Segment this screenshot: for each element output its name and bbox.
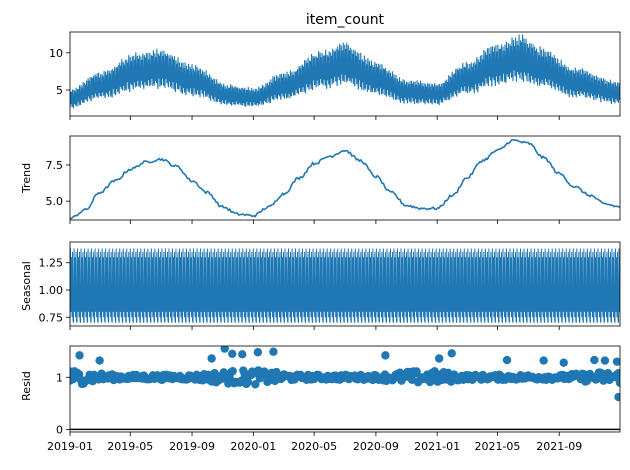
axes-frame: [69, 345, 621, 433]
plot-area: [70, 248, 620, 323]
resid-point: [412, 367, 421, 376]
seasonal-panel: 0.75 1.00 1.25: [39, 241, 621, 330]
seasonal-series-line: [70, 248, 620, 323]
resid-point: [502, 355, 512, 365]
y-tick-label: 0: [56, 423, 63, 436]
resid-point: [614, 392, 620, 402]
plot-area: [70, 34, 620, 109]
axes-frame: [69, 31, 621, 117]
y-tick-label: 1.25: [39, 257, 64, 270]
resid-ylabel: Resid: [20, 371, 33, 401]
y-tick-label: 7.5: [46, 159, 64, 172]
axes-frame: [69, 135, 621, 221]
resid-point: [614, 369, 620, 378]
resid-point: [238, 350, 247, 359]
observed-panel: 5 10: [49, 31, 621, 120]
x-tick-label: 2021-01: [414, 440, 460, 453]
y-tick-label: 1: [56, 371, 63, 384]
x-tick-label: 2020-05: [291, 440, 337, 453]
observed-series-line: [70, 34, 620, 109]
resid-point: [228, 349, 237, 359]
y-tick-label: 0.75: [39, 311, 64, 324]
x-tick-label: 2021-09: [536, 440, 582, 453]
resid-point: [447, 349, 456, 358]
resid-panel: 0 1 2019-01 2019-05 2019-09 2020-01 2020-05 202…: [47, 345, 621, 453]
resid-point: [590, 355, 599, 365]
x-tick-label: 2020-09: [353, 440, 399, 453]
y-tick-label: 5: [56, 84, 63, 97]
resid-point: [381, 351, 390, 360]
x-tick-label: 2020-01: [230, 440, 276, 453]
resid-point: [95, 356, 104, 365]
axes-frame: [69, 241, 621, 327]
x-tick-label: 2019-09: [169, 440, 215, 453]
plot-area: [70, 138, 620, 220]
resid-point: [600, 356, 610, 365]
resid-point: [269, 347, 278, 356]
resid-point: [615, 378, 620, 388]
x-tick-label: 2021-05: [474, 440, 520, 453]
observed-title: item_count: [306, 12, 385, 28]
resid-point: [243, 377, 253, 387]
resid-point: [253, 348, 263, 357]
resid-point: [612, 357, 620, 366]
trend-ylabel: Trend: [20, 163, 33, 194]
seasonal-ylabel: Seasonal: [20, 261, 33, 311]
trend-panel: 5.0 7.5: [46, 135, 621, 224]
trend-series-line: [70, 138, 620, 220]
resid-point: [220, 346, 229, 353]
x-tick-label: 2019-05: [107, 440, 153, 453]
resid-point: [228, 366, 237, 376]
resid-point: [251, 380, 260, 389]
resid-point: [434, 354, 444, 363]
resid-point: [559, 358, 568, 367]
x-tick-label: 2019-01: [47, 440, 93, 453]
resid-point: [207, 354, 216, 363]
resid-point: [75, 351, 84, 360]
y-tick-label: 1.00: [39, 284, 64, 297]
y-tick-label: 10: [49, 47, 63, 60]
resid-point: [539, 356, 548, 365]
y-tick-label: 5.0: [46, 195, 64, 208]
plot-area: [70, 346, 620, 431]
